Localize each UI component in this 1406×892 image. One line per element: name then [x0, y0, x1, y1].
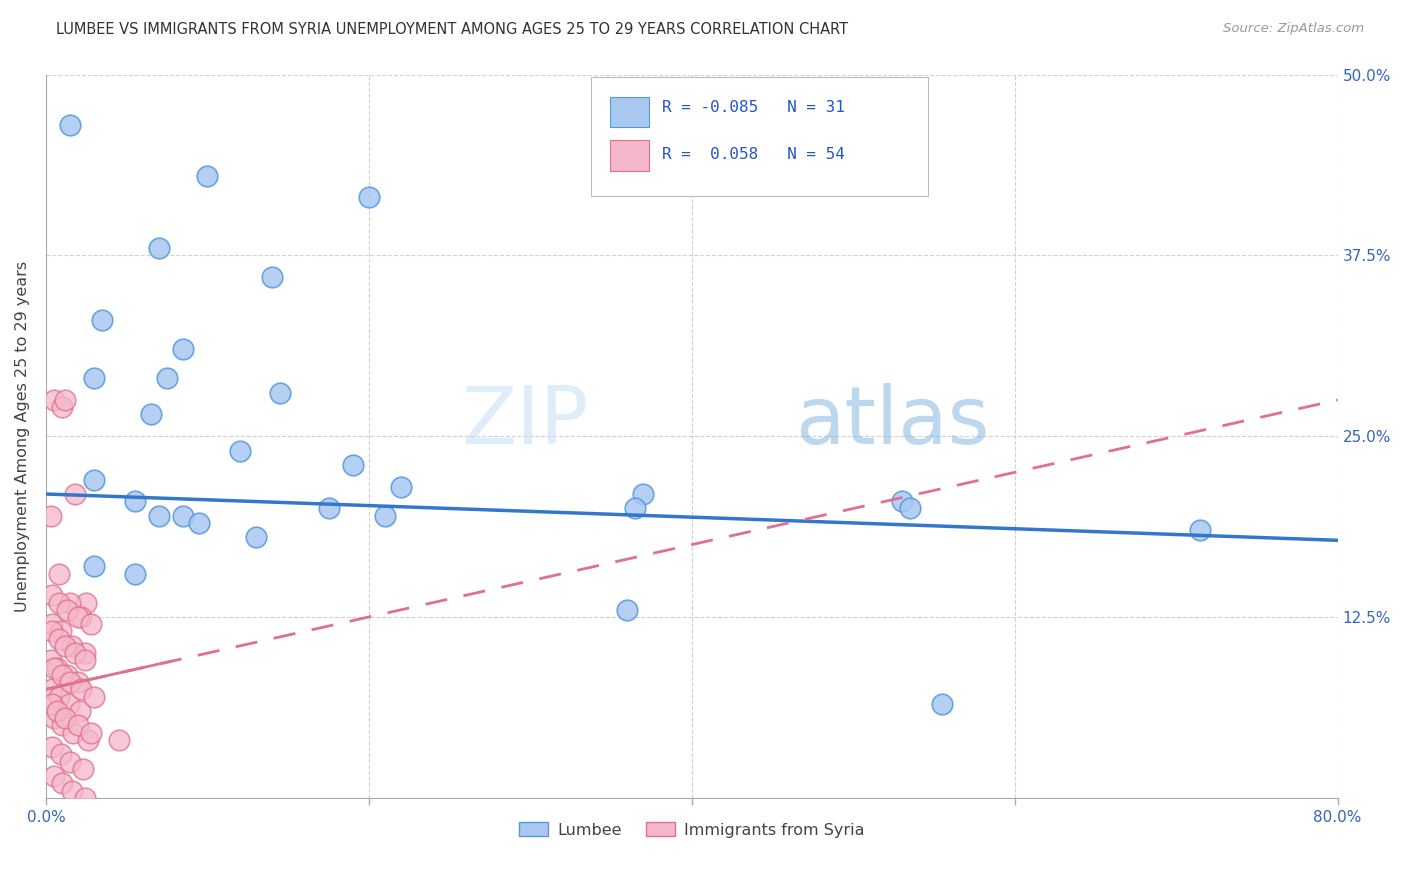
Point: [41, 740, 63, 755]
Point: [59, 675, 82, 690]
Point: [70, 682, 93, 697]
Point: [42, 711, 65, 725]
Point: [616, 603, 638, 617]
Point: [148, 241, 170, 255]
Point: [53, 711, 76, 725]
Point: [60, 639, 83, 653]
Point: [228, 443, 250, 458]
Point: [260, 270, 283, 285]
Point: [898, 501, 921, 516]
Point: [67, 718, 90, 732]
Text: atlas: atlas: [796, 383, 990, 460]
Point: [51, 776, 73, 790]
Point: [1189, 523, 1212, 537]
Point: [73, 790, 96, 805]
Y-axis label: Unemployment Among Ages 25 to 29 years: Unemployment Among Ages 25 to 29 years: [15, 260, 30, 612]
Point: [172, 343, 194, 357]
Point: [63, 646, 86, 660]
Point: [69, 704, 91, 718]
Point: [83, 559, 105, 574]
FancyBboxPatch shape: [610, 140, 650, 170]
Point: [67, 675, 90, 690]
Point: [139, 408, 162, 422]
Point: [39, 508, 62, 523]
Point: [41, 697, 63, 711]
Point: [156, 371, 179, 385]
Point: [60, 783, 83, 797]
Point: [56, 603, 79, 617]
Point: [197, 169, 219, 183]
Text: ZIP: ZIP: [461, 383, 589, 460]
Point: [53, 639, 76, 653]
Point: [49, 747, 72, 762]
Point: [48, 632, 70, 646]
FancyBboxPatch shape: [591, 78, 928, 196]
Point: [39, 653, 62, 667]
Point: [890, 494, 912, 508]
Point: [73, 653, 96, 667]
Point: [48, 566, 70, 581]
Point: [58, 697, 80, 711]
Point: [41, 588, 63, 602]
Point: [51, 718, 73, 732]
Point: [318, 501, 340, 516]
Point: [83, 371, 105, 385]
Text: R =  0.058   N = 54: R = 0.058 N = 54: [662, 146, 845, 161]
Point: [56, 668, 79, 682]
Point: [91, 313, 114, 327]
Point: [42, 660, 65, 674]
Point: [51, 401, 73, 415]
Point: [357, 190, 380, 204]
Point: [80, 617, 103, 632]
Point: [48, 690, 70, 704]
Point: [72, 762, 94, 776]
Point: [75, 595, 97, 609]
Point: [172, 508, 194, 523]
Text: R = -0.085   N = 31: R = -0.085 N = 31: [662, 100, 845, 114]
Point: [59, 118, 82, 132]
Point: [124, 566, 146, 581]
Point: [124, 494, 146, 508]
Point: [62, 725, 84, 739]
Point: [931, 697, 953, 711]
Point: [70, 610, 93, 624]
Point: [46, 660, 69, 674]
Point: [107, 733, 129, 747]
Point: [59, 755, 82, 769]
Point: [245, 530, 267, 544]
Point: [41, 682, 63, 697]
Point: [148, 508, 170, 523]
Point: [53, 392, 76, 407]
Point: [77, 733, 100, 747]
Point: [59, 595, 82, 609]
Point: [188, 516, 211, 530]
Point: [269, 385, 291, 400]
Point: [42, 392, 65, 407]
Point: [41, 617, 63, 632]
Point: [42, 769, 65, 783]
Point: [73, 646, 96, 660]
Point: [46, 704, 69, 718]
Point: [80, 725, 103, 739]
Point: [51, 668, 73, 682]
FancyBboxPatch shape: [610, 97, 650, 128]
Point: [83, 690, 105, 704]
Point: [63, 487, 86, 501]
Point: [374, 508, 396, 523]
Point: [342, 458, 364, 472]
Point: [83, 473, 105, 487]
Point: [49, 624, 72, 639]
Text: Source: ZipAtlas.com: Source: ZipAtlas.com: [1223, 22, 1364, 36]
Point: [633, 487, 655, 501]
Point: [67, 610, 90, 624]
Point: [48, 595, 70, 609]
Point: [624, 501, 647, 516]
Legend: Lumbee, Immigrants from Syria: Lumbee, Immigrants from Syria: [513, 815, 870, 844]
Point: [41, 624, 63, 639]
Point: [389, 480, 412, 494]
Text: LUMBEE VS IMMIGRANTS FROM SYRIA UNEMPLOYMENT AMONG AGES 25 TO 29 YEARS CORRELATI: LUMBEE VS IMMIGRANTS FROM SYRIA UNEMPLOY…: [56, 22, 848, 37]
